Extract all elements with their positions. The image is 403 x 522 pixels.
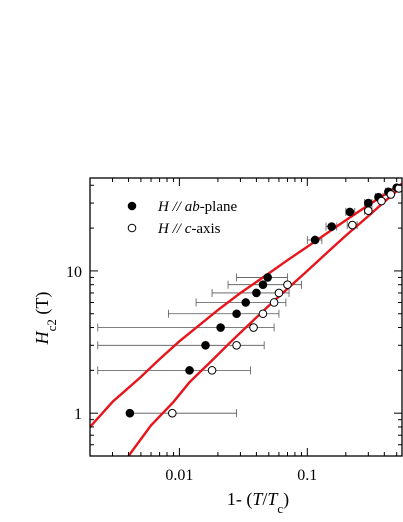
point-c-axis [364, 206, 373, 216]
point-ab-plane [241, 298, 251, 307]
plot-frame [89, 177, 403, 457]
y-axis-title: Hc2 (T) [32, 292, 59, 346]
point-ab-plane [232, 309, 241, 319]
fit-curve-2 [127, 185, 402, 456]
point-c-axis [269, 298, 279, 307]
point-ab-plane [185, 366, 194, 375]
point-ab-plane [201, 341, 210, 350]
point-c-axis [348, 220, 357, 230]
point-c-axis [394, 184, 402, 193]
point-ab-plane [258, 280, 268, 290]
point-ab-plane [310, 235, 320, 245]
y-tick-label: 10 [66, 264, 82, 281]
legend-marker-1 [127, 201, 137, 211]
point-ab-plane [125, 408, 135, 418]
legend: H // ab-plane H // c-axis [127, 199, 238, 237]
point-c-axis [386, 190, 396, 199]
point-c-axis [168, 408, 177, 418]
point-ab-plane [364, 198, 373, 208]
point-ab-plane [345, 207, 355, 217]
legend-label-2: H // c-axis [157, 221, 221, 237]
point-c-axis [258, 309, 268, 319]
x-axis-title: 1- (T/Tc) [227, 489, 289, 516]
point-ab-plane [252, 288, 261, 298]
x-tick-label: 0.1 [297, 467, 317, 484]
point-c-axis [283, 280, 292, 290]
point-c-axis [207, 366, 217, 375]
y-tick-label: 1 [74, 406, 82, 423]
point-c-axis [232, 341, 241, 350]
point-c-axis [377, 196, 386, 206]
point-c-axis [274, 288, 284, 298]
point-ab-plane [327, 222, 336, 231]
x-tick-label: 0.01 [165, 467, 193, 484]
legend-label-1: H // ab-plane [157, 199, 238, 215]
point-c-axis [249, 323, 258, 332]
axes [89, 177, 403, 457]
data-points [125, 183, 402, 418]
tick-labels: 0.01 0.1 1 10 [66, 264, 317, 484]
point-ab-plane [216, 323, 225, 332]
point-ab-plane [263, 273, 272, 282]
legend-marker-2 [127, 223, 137, 233]
